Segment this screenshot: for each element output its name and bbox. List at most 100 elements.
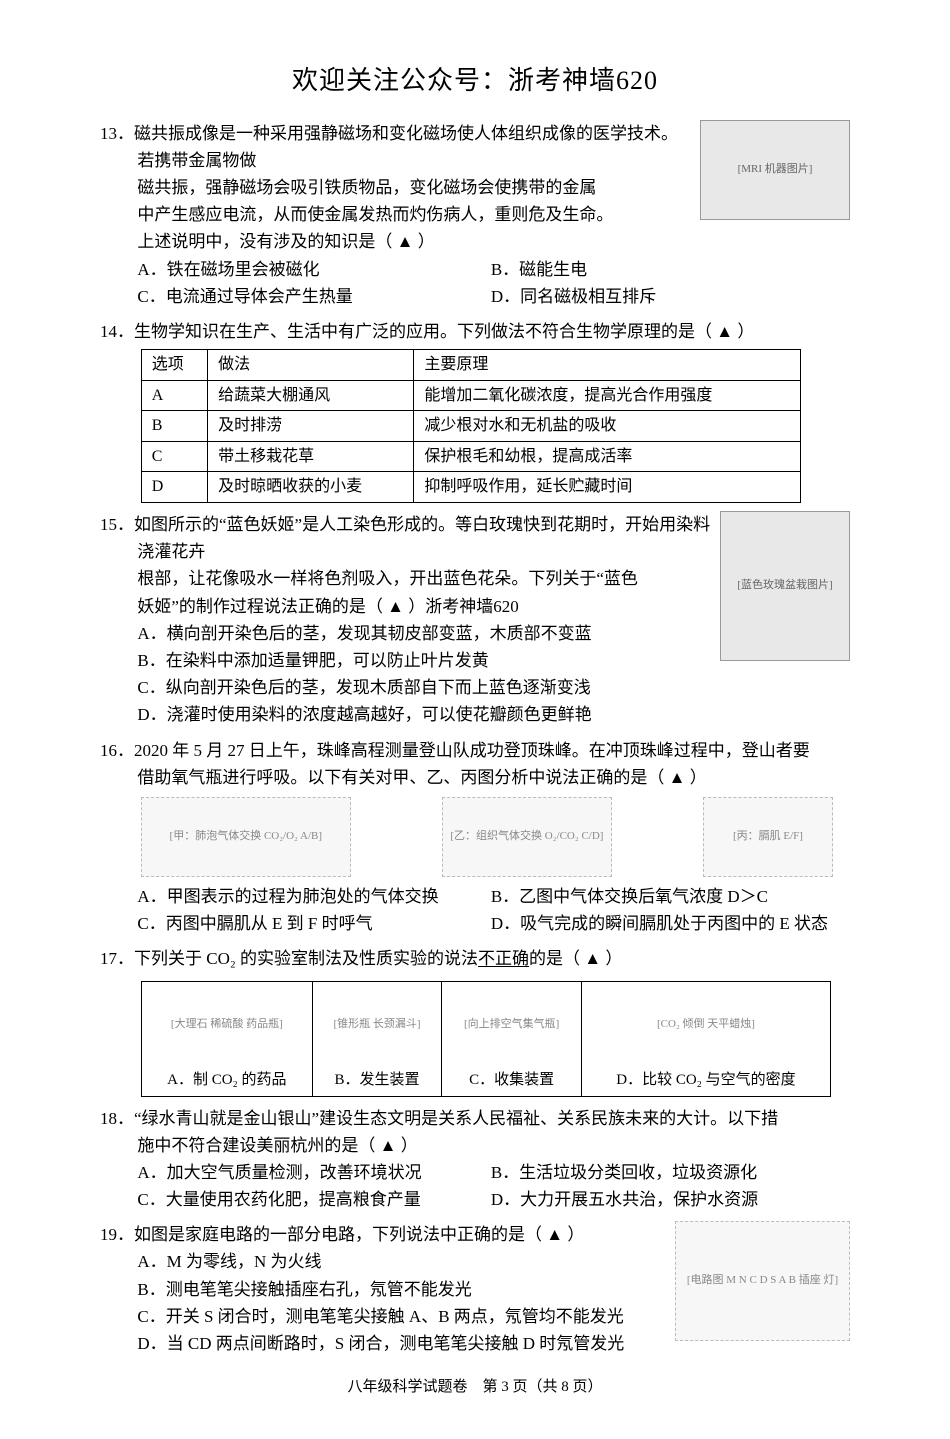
question-14: 14．生物学知识在生产、生活中有广泛的应用。下列做法不符合生物学原理的是（ ▲ …: [100, 318, 850, 503]
q16-number: 16．: [100, 741, 134, 760]
q16-option-d: D．吸气完成的瞬间膈肌处于丙图中的 E 状态: [491, 910, 840, 937]
q17-stem-not: 不正确: [478, 949, 529, 968]
q15-watermark: 浙考神墙620: [425, 597, 519, 616]
q14-table: 选项 做法 主要原理 A给蔬菜大棚通风能增加二氧化碳浓度，提高光合作用强度 B及…: [141, 349, 801, 503]
q18-line2-wrap: 施中不符合建设美丽杭州的是（ ▲ ）: [100, 1132, 850, 1159]
footer-suffix: 页（共 8 页）: [509, 1379, 603, 1395]
q17-cell-c-img: [向上排空气集气瓶]: [448, 986, 575, 1064]
q13-option-a: A．铁在磁场里会被磁化: [137, 256, 486, 283]
q17-cell-b-label: B．发生装置: [319, 1068, 435, 1092]
footer-page-num: 3: [501, 1379, 509, 1395]
q18-option-a: A．加大空气质量检测，改善环境状况: [137, 1159, 486, 1186]
q17-cell-d: [CO₂ 倾倒 天平蜡烛] D．比较 CO₂ 与空气的密度: [582, 981, 831, 1096]
q18-options-row2: C．大量使用农药化肥，提高粮食产量 D．大力开展五水共治，保护水资源: [100, 1186, 850, 1213]
q16-options-row1: A．甲图表示的过程为肺泡处的气体交换 B．乙图中气体交换后氧气浓度 D＞C: [100, 883, 850, 910]
q16-option-c: C．丙图中膈肌从 E 到 F 时呼气: [137, 910, 486, 937]
q15-line1: 如图所示的“蓝色妖姬”是人工染色形成的。等白玫瑰快到花期时，开始用染料浇灌花卉: [134, 515, 710, 561]
q18-line1: “绿水青山就是金山银山”建设生态文明是关系人民福祉、关系民族未来的大计。以下措: [134, 1109, 778, 1128]
q13-option-d: D．同名磁极相互排斥: [491, 283, 840, 310]
q16-line1: 2020 年 5 月 27 日上午，珠峰高程测量登山队成功登顶珠峰。在冲顶珠峰过…: [134, 741, 810, 760]
q17-cell-a-label: A．制 CO₂ 的药品: [148, 1068, 306, 1092]
question-19: [电路图 M N C D S A B 插座 灯] 19．如图是家庭电路的一部分电…: [100, 1221, 850, 1357]
q17-table: [大理石 稀硫酸 药品瓶] A．制 CO₂ 的药品 [锥形瓶 长颈漏斗]B．发生装…: [141, 981, 831, 1097]
table-row: A给蔬菜大棚通风能增加二氧化碳浓度，提高光合作用强度: [141, 380, 800, 411]
q19-circuit-figure: [电路图 M N C D S A B 插座 灯]: [675, 1221, 850, 1341]
q17-blank: （ ▲ ）: [563, 949, 622, 968]
page-header-title: 欢迎关注公众号：浙考神墙620: [100, 60, 850, 102]
q16-line2-wrap: 借助氧气瓶进行呼吸。以下有关对甲、乙、丙图分析中说法正确的是（ ▲ ）: [100, 764, 850, 791]
q16-diagram-jia: [甲：肺泡气体交换 CO₂/O₂ A/B]: [141, 797, 351, 877]
q16-diagram-row: [甲：肺泡气体交换 CO₂/O₂ A/B] [乙：组织气体交换 O₂/CO₂ C…: [100, 797, 850, 877]
q14-stem: 14．生物学知识在生产、生活中有广泛的应用。下列做法不符合生物学原理的是（ ▲ …: [100, 318, 850, 345]
q15-blank: （ ▲ ）: [366, 597, 425, 616]
table-row: D及时晾晒收获的小麦抑制呼吸作用，延长贮藏时间: [141, 472, 800, 503]
q17-cell-b: [锥形瓶 长颈漏斗]B．发生装置: [312, 981, 441, 1096]
q14-blank: （ ▲ ）: [695, 322, 754, 341]
q13-options-row1: A．铁在磁场里会被磁化 B．磁能生电: [100, 256, 850, 283]
q14-r1c0: B: [141, 411, 207, 442]
q14-th-0: 选项: [141, 350, 207, 381]
question-15: [蓝色玫瑰盆栽图片] 15．如图所示的“蓝色妖姬”是人工染色形成的。等白玫瑰快到…: [100, 511, 850, 729]
q15-option-c: C．纵向剖开染色后的茎，发现木质部自下而上蓝色逐渐变浅: [100, 674, 850, 701]
q16-diagram-bing: [丙：膈肌 E/F]: [703, 797, 833, 877]
q14-th-2: 主要原理: [414, 350, 800, 381]
q13-option-b: B．磁能生电: [491, 256, 840, 283]
q16-options-row2: C．丙图中膈肌从 E 到 F 时呼气 D．吸气完成的瞬间膈肌处于丙图中的 E 状…: [100, 910, 850, 937]
q16-stem: 16．2020 年 5 月 27 日上午，珠峰高程测量登山队成功登顶珠峰。在冲顶…: [100, 737, 850, 764]
q14-number: 14．: [100, 322, 134, 341]
page-footer: 八年级科学试题卷 第 3 页（共 8 页）: [100, 1375, 850, 1399]
q18-option-b: B．生活垃圾分类回收，垃圾资源化: [491, 1159, 840, 1186]
q14-r2c0: C: [141, 441, 207, 472]
q17-cell-c: [向上排空气集气瓶] C．收集装置: [442, 981, 582, 1096]
q19-number: 19．: [100, 1225, 134, 1244]
question-13: [MRI 机器图片] 13．磁共振成像是一种采用强静磁场和变化磁场使人体组织成像…: [100, 120, 850, 310]
q17-cell-d-img: [CO₂ 倾倒 天平蜡烛]: [588, 986, 824, 1064]
q17-cell-d-label: D．比较 CO₂ 与空气的密度: [588, 1068, 824, 1092]
q16-option-a: A．甲图表示的过程为肺泡处的气体交换: [137, 883, 486, 910]
footer-prefix: 八年级科学试题卷 第: [347, 1379, 501, 1395]
question-17: 17．下列关于 CO₂ 的实验室制法及性质实验的说法不正确的是（ ▲ ） [大理…: [100, 945, 850, 1096]
q13-options-row2: C．电流通过导体会产生热量 D．同名磁极相互排斥: [100, 283, 850, 310]
q18-line2: 施中不符合建设美丽杭州的是: [137, 1136, 358, 1155]
q14-r2c2: 保护根毛和幼根，提高成活率: [414, 441, 800, 472]
q14-r0c0: A: [141, 380, 207, 411]
q18-stem: 18．“绿水青山就是金山银山”建设生态文明是关系人民福祉、关系民族未来的大计。以…: [100, 1105, 850, 1132]
q15-option-d: D．浇灌时使用染料的浓度越高越好，可以使花瓣颜色更鲜艳: [100, 701, 850, 728]
q14-r1c1: 及时排涝: [208, 411, 414, 442]
q14-r0c1: 给蔬菜大棚通风: [208, 380, 414, 411]
q13-number: 13．: [100, 124, 134, 143]
q17-cell-a: [大理石 稀硫酸 药品瓶] A．制 CO₂ 的药品: [141, 981, 312, 1096]
q17-number: 17．: [100, 949, 134, 968]
table-header-row: 选项 做法 主要原理: [141, 350, 800, 381]
q13-blank: （ ▲ ）: [375, 232, 434, 251]
question-18: 18．“绿水青山就是金山银山”建设生态文明是关系人民福祉、关系民族未来的大计。以…: [100, 1105, 850, 1214]
table-row: C带土移栽花草保护根毛和幼根，提高成活率: [141, 441, 800, 472]
q19-stem-text: 如图是家庭电路的一部分电路，下列说法中正确的是: [134, 1225, 525, 1244]
q14-r0c2: 能增加二氧化碳浓度，提高光合作用强度: [414, 380, 800, 411]
q18-option-d: D．大力开展五水共治，保护水资源: [491, 1186, 840, 1213]
q14-r3c1: 及时晾晒收获的小麦: [208, 472, 414, 503]
table-row: B及时排涝减少根对水和无机盐的吸收: [141, 411, 800, 442]
q16-option-b: B．乙图中气体交换后氧气浓度 D＞C: [491, 883, 840, 910]
q17-cell-a-img: [大理石 稀硫酸 药品瓶]: [148, 986, 306, 1064]
q16-line2: 借助氧气瓶进行呼吸。以下有关对甲、乙、丙图分析中说法正确的是: [137, 768, 647, 787]
q13-option-c: C．电流通过导体会产生热量: [137, 283, 486, 310]
q14-r1c2: 减少根对水和无机盐的吸收: [414, 411, 800, 442]
q13-figure: [MRI 机器图片]: [700, 120, 850, 220]
q17-cell-c-label: C．收集装置: [448, 1068, 575, 1092]
q14-stem-text: 生物学知识在生产、生活中有广泛的应用。下列做法不符合生物学原理的是: [134, 322, 695, 341]
q17-stem-text: 下列关于 CO₂ 的实验室制法及性质实验的说法: [134, 949, 478, 968]
question-16: 16．2020 年 5 月 27 日上午，珠峰高程测量登山队成功登顶珠峰。在冲顶…: [100, 737, 850, 938]
q19-blank: （ ▲ ）: [525, 1225, 584, 1244]
q14-r3c2: 抑制呼吸作用，延长贮藏时间: [414, 472, 800, 503]
q14-r3c0: D: [141, 472, 207, 503]
q13-line1: 磁共振成像是一种采用强静磁场和变化磁场使人体组织成像的医学技术。若携带金属物做: [134, 124, 678, 170]
q15-figure: [蓝色玫瑰盆栽图片]: [720, 511, 850, 661]
q14-th-1: 做法: [208, 350, 414, 381]
q15-number: 15．: [100, 515, 134, 534]
q13-line4: 上述说明中，没有涉及的知识是: [137, 232, 375, 251]
q18-options-row1: A．加大空气质量检测，改善环境状况 B．生活垃圾分类回收，垃圾资源化: [100, 1159, 850, 1186]
q13-line4-wrap: 上述说明中，没有涉及的知识是（ ▲ ）: [100, 228, 850, 255]
q18-blank: （ ▲ ）: [358, 1136, 417, 1155]
q16-diagram-yi: [乙：组织气体交换 O₂/CO₂ C/D]: [442, 797, 612, 877]
